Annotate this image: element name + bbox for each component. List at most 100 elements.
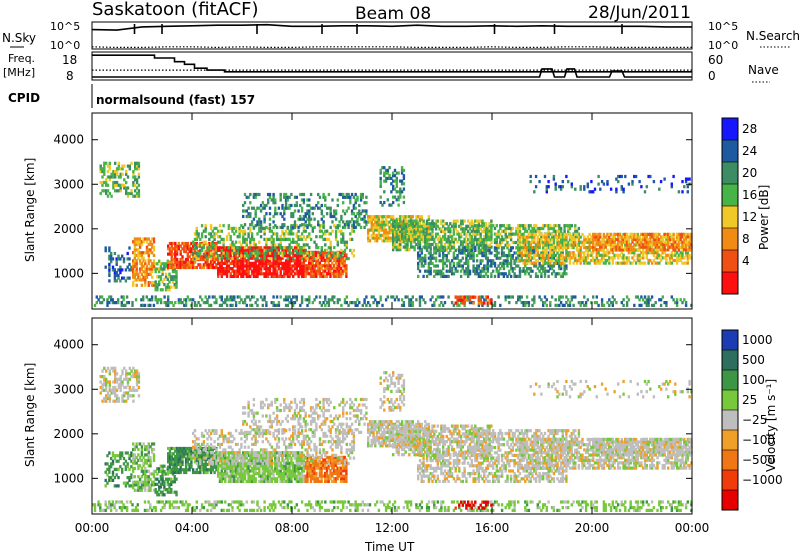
heatmap-cell [454,222,457,226]
heatmap-cell [679,258,682,263]
heatmap-cell [468,235,472,239]
heatmap-cell [338,254,341,258]
heatmap-cell [240,272,243,276]
heatmap-cell [399,236,402,240]
heatmap-cell [531,229,534,233]
heatmap-cell [470,219,473,223]
heatmap-cell [342,251,345,255]
heatmap-cell [270,264,273,268]
heatmap-cell [434,219,438,223]
heatmap-cell [395,245,398,249]
heatmap-cell [558,264,561,268]
heatmap-cell [332,264,336,268]
heatmap-cell [377,217,381,221]
heatmap-cell [433,248,436,252]
heatmap-cell [517,274,520,278]
heatmap-cell [103,172,106,176]
heatmap-cell [386,295,389,299]
heatmap-cell [193,243,197,247]
heatmap-cell [263,220,266,224]
heatmap-cell [331,266,334,270]
heatmap-cell [540,267,543,271]
heatmap-cell [547,269,550,273]
heatmap-cell [306,225,309,229]
heatmap-cell [565,243,568,247]
heatmap-cell [602,248,606,252]
heatmap-cell [240,274,243,278]
heatmap-cell [325,212,329,216]
heatmap-cell [650,251,654,255]
heatmap-cell [215,265,218,270]
heatmap-cell [225,254,229,258]
heatmap-cell [608,251,611,255]
heatmap-cell [392,224,395,228]
heatmap-cell [272,295,275,299]
heatmap-cell [320,229,323,233]
heatmap-cell [215,263,218,267]
heatmap-cell [356,223,359,227]
heatmap-cell [406,242,409,247]
heatmap-cell [459,224,463,228]
heatmap-cell [283,232,286,236]
heatmap-cell [229,274,232,278]
heatmap-cell [288,295,291,299]
heatmap-cell [329,258,332,262]
heatmap-cell [270,229,273,233]
heatmap-cell [386,220,389,224]
heatmap-cell [461,229,464,234]
freq-tick-bottom: 8 [66,69,74,83]
heatmap-cell [502,246,506,250]
heatmap-cell [518,272,522,276]
heatmap-cell [395,295,398,299]
heatmap-cell [111,265,115,269]
heatmap-cell [631,232,634,236]
heatmap-cell [104,265,107,269]
heatmap-cell [386,231,389,235]
heatmap-cell [506,259,509,263]
heatmap-cell [231,240,234,244]
heatmap-cell [554,224,557,228]
heatmap-cell [265,269,268,273]
heatmap-cell [215,247,218,251]
heatmap-cell [493,238,497,242]
heatmap-cell [590,245,593,250]
heatmap-cell [128,164,131,168]
heatmap-cell [506,243,509,247]
heatmap-cell [272,267,275,271]
heatmap-cell [227,232,231,236]
heatmap-cell [190,249,193,254]
heatmap-cell [509,232,513,236]
heatmap-cell [159,262,163,266]
heatmap-cell [302,274,306,278]
heatmap-cell [283,264,286,268]
heatmap-cell [222,224,225,228]
heatmap-cell [322,195,325,199]
heatmap-cell [375,225,379,229]
heatmap-cell [595,258,598,263]
heatmap-cell [259,229,263,233]
heatmap-cell [329,269,332,273]
heatmap-cell [124,303,127,307]
heatmap-cell [443,246,447,250]
heatmap-cell [147,259,150,263]
heatmap-cell [233,295,236,299]
heatmap-cell [402,301,406,305]
heatmap-cell [135,164,139,168]
heatmap-cell [238,232,241,236]
heatmap-cell [152,303,156,307]
heatmap-cell [458,264,461,268]
heatmap-cell [297,251,300,255]
heatmap-cell [179,244,182,248]
heatmap-cell [534,232,538,237]
heatmap-cell [445,256,448,260]
heatmap-cell [211,255,214,259]
heatmap-cell [377,215,381,219]
heatmap-cell [325,248,329,252]
heatmap-cell [463,237,466,241]
heatmap-cell [597,237,600,242]
heatmap-cell [140,240,144,244]
heatmap-cell [229,226,232,230]
heatmap-cell [302,192,306,197]
heatmap-cell [277,274,281,278]
heatmap-cell [177,244,181,248]
